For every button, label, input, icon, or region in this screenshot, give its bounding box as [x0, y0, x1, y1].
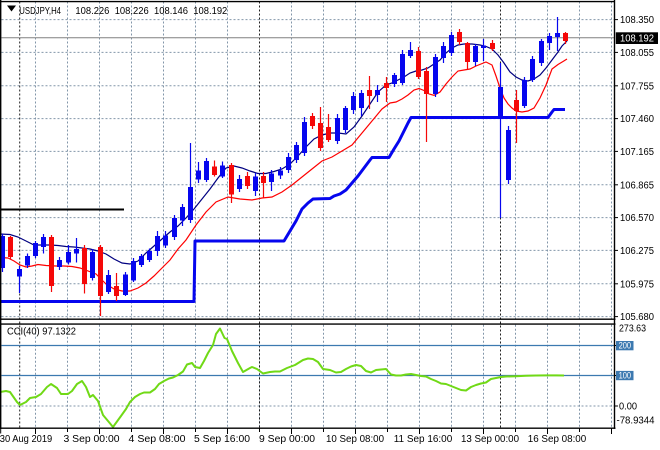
svg-text:106.275: 106.275 [620, 246, 654, 257]
svg-text:106.865: 106.865 [620, 180, 654, 191]
svg-text:108.192: 108.192 [620, 33, 654, 44]
svg-text:108.226: 108.226 [75, 6, 109, 17]
svg-text:106.570: 106.570 [620, 213, 654, 224]
svg-text:13 Sep 00:00: 13 Sep 00:00 [461, 434, 519, 445]
svg-text:108.350: 108.350 [620, 15, 654, 26]
svg-text:5 Sep 16:00: 5 Sep 16:00 [194, 434, 250, 445]
svg-text:105.975: 105.975 [620, 279, 654, 290]
svg-text:100: 100 [619, 371, 632, 381]
svg-text:108.055: 108.055 [620, 48, 654, 59]
svg-text:105.680: 105.680 [620, 312, 654, 323]
svg-text:108.192: 108.192 [193, 6, 227, 17]
svg-text:11 Sep 16:00: 11 Sep 16:00 [394, 434, 453, 445]
svg-text:10 Sep 08:00: 10 Sep 08:00 [326, 434, 384, 445]
svg-text:16 Sep 08:00: 16 Sep 08:00 [528, 434, 587, 445]
svg-text:3 Sep 00:00: 3 Sep 00:00 [64, 434, 120, 445]
svg-text:4 Sep 08:00: 4 Sep 08:00 [129, 434, 186, 445]
svg-text:200: 200 [619, 341, 632, 351]
svg-text:107.755: 107.755 [620, 81, 654, 92]
svg-text:-78.9344: -78.9344 [617, 415, 655, 426]
svg-text:273.63: 273.63 [619, 323, 646, 334]
svg-text:108.226: 108.226 [115, 6, 149, 17]
svg-text:30 Aug 2019: 30 Aug 2019 [0, 434, 53, 445]
svg-text:107.165: 107.165 [620, 147, 654, 158]
svg-text:CCI(40) 97.1322: CCI(40) 97.1322 [7, 326, 76, 337]
svg-text:0.00: 0.00 [619, 401, 637, 412]
svg-text:107.460: 107.460 [620, 114, 654, 125]
svg-text:USDJPY,H4: USDJPY,H4 [19, 6, 61, 17]
svg-text:9 Sep 00:00: 9 Sep 00:00 [259, 434, 315, 445]
svg-text:108.146: 108.146 [154, 6, 188, 17]
